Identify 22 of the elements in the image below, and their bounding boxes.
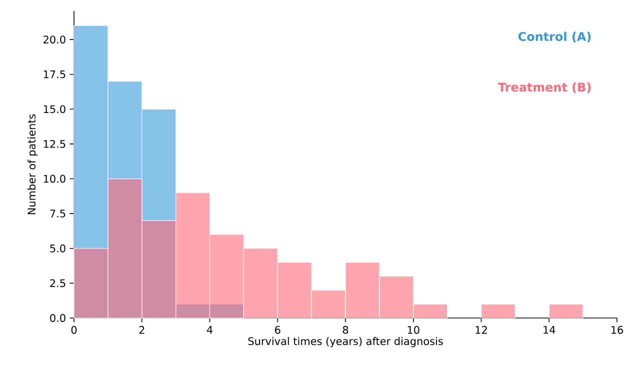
y-tick-label: 10.0 bbox=[44, 174, 66, 183]
x-tick-label: 0 bbox=[71, 326, 77, 334]
y-tick-label: 2.5 bbox=[50, 279, 66, 288]
x-tick-label: 6 bbox=[275, 326, 280, 334]
x-tick-label: 8 bbox=[342, 326, 348, 334]
x-axis-title: Survival times (years) after diagnosis bbox=[248, 337, 443, 348]
y-axis-title: Number of patients bbox=[27, 114, 38, 214]
y-tick-label: 5.0 bbox=[50, 244, 66, 252]
x-tick-label: 16 bbox=[611, 326, 623, 334]
y-tick-label: 0.0 bbox=[50, 314, 66, 322]
text: Treatment (B) bbox=[498, 82, 591, 94]
y-tick-label: 7.5 bbox=[50, 210, 66, 218]
y-tick-label: 15.0 bbox=[44, 105, 66, 114]
x-tick-label: 2 bbox=[139, 326, 144, 334]
x-tick-label: 10 bbox=[408, 326, 420, 334]
y-tick-label: 20.0 bbox=[44, 36, 66, 44]
x-tick-label: 4 bbox=[206, 326, 212, 334]
y-tick-label: 12.5 bbox=[44, 140, 66, 148]
text: Control (A) bbox=[518, 32, 591, 42]
x-tick-label: 14 bbox=[544, 326, 556, 334]
x-tick-label: 12 bbox=[476, 326, 487, 334]
y-tick-label: 17.5 bbox=[44, 70, 66, 78]
